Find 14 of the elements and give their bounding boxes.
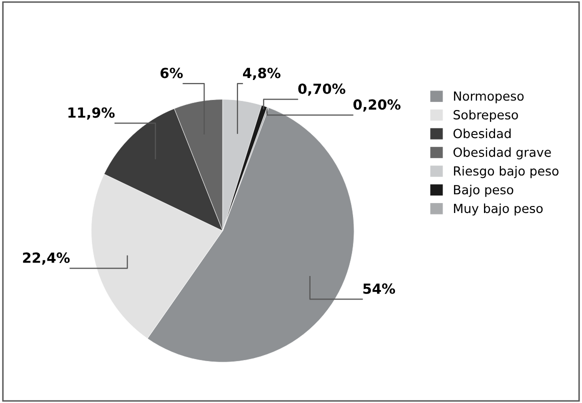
legend-label: Riesgo bajo peso xyxy=(454,166,558,178)
data-label: 11,9% xyxy=(68,107,115,120)
legend-label: Muy bajo peso xyxy=(454,203,543,216)
data-label: 54% xyxy=(363,283,396,294)
data-label: 22,4% xyxy=(23,252,70,265)
legend-label: Normopeso xyxy=(454,91,524,104)
legend-label: Obesidad grave xyxy=(453,147,551,160)
data-label: 6% xyxy=(160,68,183,78)
data-label: 4,8% xyxy=(243,68,280,80)
legend-label: Bajo peso xyxy=(454,184,514,197)
data-label: 0,70% xyxy=(298,84,346,96)
data-label: 0,20% xyxy=(353,99,401,112)
legend-label: Sobrepeso xyxy=(454,110,518,122)
legend-label: Obesidad xyxy=(453,128,511,138)
